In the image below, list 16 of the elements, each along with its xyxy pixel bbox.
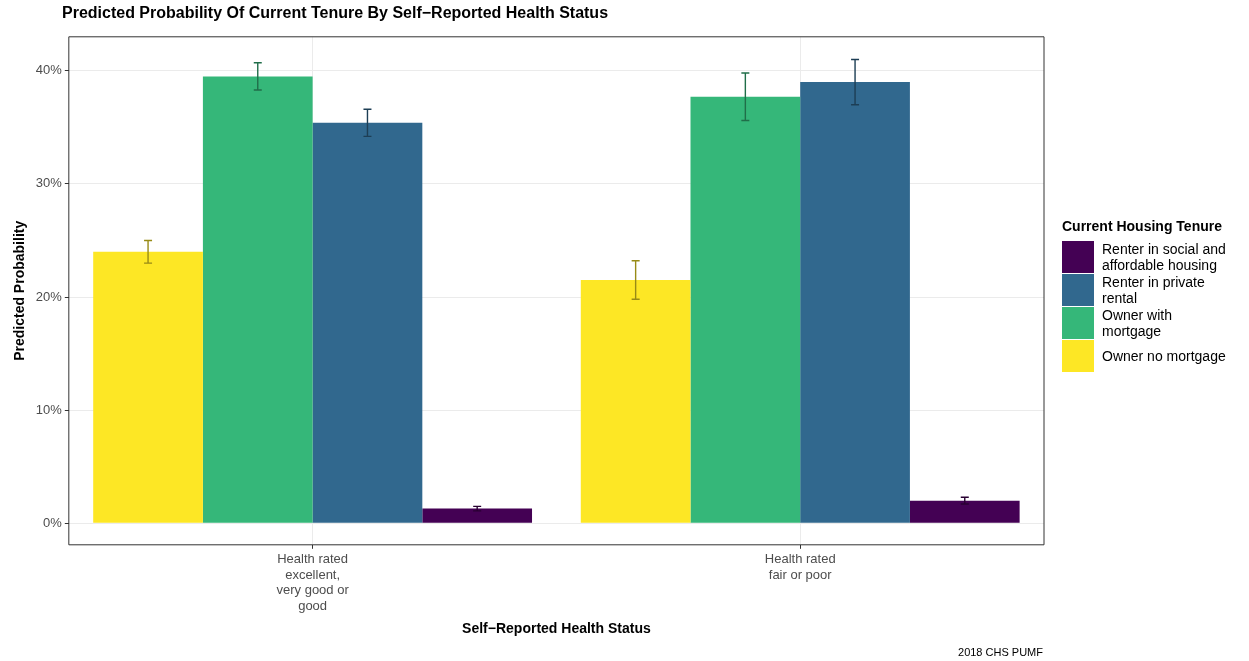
x-axis-title: Self−Reported Health Status [462, 620, 651, 637]
legend-label: Renter in private rental [1102, 273, 1206, 306]
y-tick-label: 20% [35, 288, 63, 304]
y-tick-label: 30% [35, 175, 63, 191]
y-tick-label: 10% [35, 401, 63, 417]
x-tick-label: Health rated fair or poor [764, 551, 836, 582]
legend-title: Current Housing Tenure [1062, 218, 1223, 234]
y-tick-label: 40% [35, 62, 63, 78]
y-tick-label: 0% [43, 514, 63, 530]
x-tick-label: Health rated excellent, very good or good [276, 551, 350, 613]
legend-label: Owner no mortgage [1102, 347, 1226, 364]
legend-label: Renter in social and affordable housing [1102, 240, 1227, 273]
legend-label: Owner with mortgage [1102, 306, 1174, 339]
chart-title: Predicted Probability Of Current Tenure By Self−Reported Health Status [62, 4, 609, 22]
y-axis-title: Predicted Probability [11, 220, 28, 361]
text: 2018 CHS PUMF [958, 646, 1043, 658]
